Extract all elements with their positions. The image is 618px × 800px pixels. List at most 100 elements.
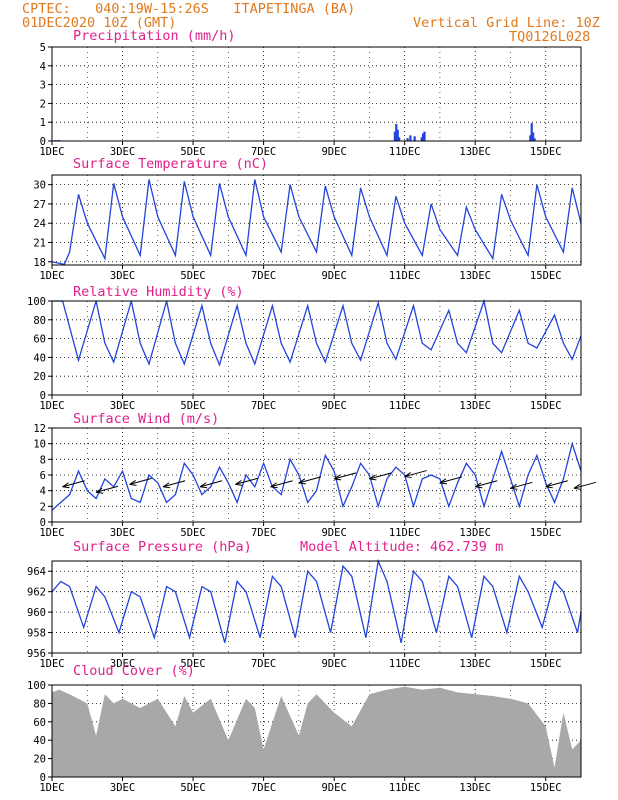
- x-tick-label: 1DEC: [39, 400, 64, 412]
- panel-title: Surface Wind (m/s): [73, 411, 219, 427]
- y-tick-label: 20: [33, 754, 46, 766]
- header-model-id: TQ0126L028: [509, 29, 591, 45]
- y-tick-label: 0: [40, 772, 46, 784]
- y-tick-label: 30: [33, 180, 46, 192]
- x-tick-label: 11DEC: [389, 400, 421, 412]
- precip-bar: [409, 135, 412, 141]
- x-tick-label: 11DEC: [389, 270, 421, 282]
- x-tick-label: 15DEC: [530, 400, 562, 412]
- x-tick-label: 15DEC: [530, 270, 562, 282]
- y-tick-label: 27: [33, 199, 46, 211]
- y-tick-label: 8: [40, 454, 46, 466]
- x-tick-label: 9DEC: [321, 782, 346, 794]
- x-tick-label: 1DEC: [39, 658, 64, 670]
- precip-bar: [398, 137, 401, 141]
- x-tick-label: 9DEC: [321, 527, 346, 539]
- wind-arrow-head: [510, 483, 518, 490]
- x-tick-label: 1DEC: [39, 146, 64, 158]
- y-tick-label: 24: [33, 218, 46, 230]
- wind-arrow: [475, 480, 498, 488]
- wind-arrow: [95, 485, 119, 493]
- wind-arrow: [235, 477, 258, 485]
- y-tick-label: 10: [33, 439, 46, 451]
- panel-4: 0 2 4 6 8 10 12 1DEC 3DEC 5DEC 7DEC 9DEC 11DEC 13DEC 1…: [33, 411, 597, 539]
- wind-arrow-head: [235, 479, 243, 486]
- wind-arrow: [334, 472, 357, 480]
- panel-title: Precipitation (mm/h): [73, 28, 236, 44]
- y-tick-label: 4: [40, 486, 46, 498]
- x-tick-label: 1DEC: [39, 270, 64, 282]
- wind-arrow-head: [404, 472, 412, 479]
- precip-bar: [533, 138, 536, 141]
- y-tick-label: 960: [27, 607, 46, 619]
- x-tick-label: 15DEC: [530, 527, 562, 539]
- x-tick-label: 11DEC: [389, 146, 421, 158]
- y-tick-label: 12: [33, 423, 46, 435]
- y-tick-label: 18: [33, 257, 46, 269]
- precip-bar: [413, 136, 416, 141]
- x-tick-label: 15DEC: [530, 146, 562, 158]
- wind-arrow-head: [545, 482, 553, 489]
- x-tick-label: 13DEC: [459, 782, 491, 794]
- series-line: [51, 179, 582, 266]
- wind-arrow-head: [162, 482, 171, 489]
- y-tick-label: 0: [40, 136, 46, 148]
- wind-arrow-head: [369, 474, 377, 481]
- wind-arrow-head: [199, 482, 208, 489]
- x-tick-label: 7DEC: [251, 270, 276, 282]
- panel-subtitle: Model Altitude: 462.739 m: [300, 539, 503, 555]
- y-tick-label: 5: [40, 42, 46, 54]
- plot-frame: [51, 300, 582, 396]
- y-tick-label: 956: [27, 648, 46, 660]
- x-tick-label: 5DEC: [180, 146, 205, 158]
- y-tick-label: 0: [40, 390, 46, 402]
- wind-arrow: [510, 481, 533, 489]
- x-tick-label: 11DEC: [389, 782, 421, 794]
- x-tick-label: 3DEC: [110, 270, 135, 282]
- wind-arrow: [369, 472, 392, 480]
- x-tick-label: 13DEC: [459, 270, 491, 282]
- plot-frame: [51, 46, 582, 142]
- x-tick-label: 3DEC: [110, 658, 135, 670]
- x-tick-label: 13DEC: [459, 527, 491, 539]
- y-tick-label: 964: [27, 566, 46, 578]
- precip-bar: [532, 132, 535, 141]
- panel-6: 0 20 40 60 80 100 1DEC 3DEC 5DEC 7DEC 9DEC 11DEC 13D…: [27, 663, 582, 794]
- panel-1: 0 1 2 3 4 5 1DEC 3DEC 5DEC 7DEC 9DEC 11DEC 13DEC 15DE…: [39, 28, 582, 158]
- wind-arrow: [129, 477, 152, 485]
- precip-bar: [393, 131, 396, 141]
- x-tick-label: 9DEC: [321, 658, 346, 670]
- wind-arrow-head: [333, 474, 342, 481]
- y-tick-label: 40: [33, 735, 46, 747]
- x-tick-label: 9DEC: [321, 270, 346, 282]
- wind-arrow-head: [129, 479, 137, 486]
- x-tick-label: 9DEC: [321, 400, 346, 412]
- y-tick-label: 100: [27, 680, 46, 692]
- y-tick-label: 0: [40, 517, 46, 529]
- panel-title: Surface Temperature (nC): [73, 156, 268, 172]
- x-tick-label: 5DEC: [180, 782, 205, 794]
- precip-bar: [529, 135, 532, 141]
- plot-frame: [51, 684, 582, 778]
- wind-arrow: [545, 480, 568, 488]
- x-tick-label: 1DEC: [39, 782, 64, 794]
- panel-title: Relative Humidity (%): [73, 284, 244, 300]
- wind-arrow: [199, 480, 223, 488]
- x-tick-label: 15DEC: [530, 782, 562, 794]
- panel-2: 18 21 24 27 30 1DEC 3DEC 5DEC 7DEC 9DEC 11DEC 13DEC…: [33, 156, 582, 282]
- panel-3: 0 20 40 60 80 100 1DEC 3DEC 5DEC 7DEC 9DEC 11DEC 13D…: [27, 284, 582, 412]
- y-tick-label: 21: [33, 238, 46, 250]
- x-tick-label: 15DEC: [530, 658, 562, 670]
- x-tick-label: 5DEC: [180, 400, 205, 412]
- x-tick-label: 7DEC: [251, 146, 276, 158]
- y-tick-label: 20: [33, 371, 46, 383]
- precip-bar: [395, 124, 398, 141]
- x-tick-label: 5DEC: [180, 270, 205, 282]
- y-tick-label: 1: [40, 117, 46, 129]
- precip-bar: [423, 131, 426, 141]
- x-tick-label: 7DEC: [251, 782, 276, 794]
- wind-arrow: [573, 481, 597, 489]
- wind-arrow: [404, 470, 427, 478]
